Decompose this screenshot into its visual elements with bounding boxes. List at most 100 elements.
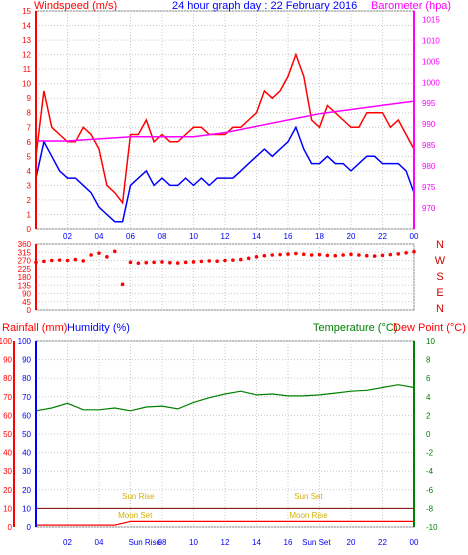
humidity-tick-label: 70 [22,393,31,402]
direction-point [152,260,156,265]
direction-point [333,253,338,258]
barometer-tick-label: 1000 [422,78,440,87]
moon-set-label: Moon Set [118,511,153,520]
temperature-tick-label: 6 [426,374,431,383]
windspeed-tick-label: 0 [27,225,32,234]
rainfall-tick-label: 30 [3,467,12,476]
rainfall-axis-label: Rainfall (mm) [2,322,67,334]
temp-series [35,384,415,526]
rainfall-tick-label: 40 [3,449,12,458]
direction-point [120,282,125,287]
dewpoint-axis-label: Dew Point (°C) [393,322,466,334]
temperature-tick-label: -6 [426,486,434,495]
temperature-tick-label: -8 [426,504,434,513]
barometer-line [36,100,415,142]
chart-title: 24 hour graph day : 22 February 2016 [172,0,357,12]
direction-point [364,253,369,258]
direction-tick-label: 0 [27,306,32,315]
wind-time-tick-label: 04 [95,232,104,241]
wind-time-tick-label: 12 [221,232,230,241]
temp-time-tick-label: 10 [189,538,198,547]
direction-point [144,260,149,265]
direction-tick-label: 225 [18,265,32,274]
direction-grid [36,243,415,311]
barometer-ticks: 970 975 980 985 990 995 1000 1005 1010 1015 [422,15,440,213]
windspeed-tick-label: 8 [27,109,32,118]
compass-label: N [436,303,444,315]
direction-point [349,252,353,257]
direction-point [128,260,133,265]
rainfall-tick-label: 90 [3,356,12,365]
direction-point [396,252,401,256]
rainfall-tick-label: 10 [3,504,12,513]
gust-line [35,52,415,205]
wind-time-tick-label: 06 [126,232,135,241]
windspeed-tick-label: 5 [27,152,32,161]
windspeed-tick-label: 12 [22,51,31,60]
windspeed-tick-label: 14 [22,22,31,31]
direction-point [168,260,172,265]
sun-rise-label: Sun Rise [122,492,155,501]
humidity-tick-label: 30 [22,467,31,476]
direction-point [309,253,314,257]
direction-point [270,253,275,257]
direction-point [301,252,306,257]
direction-point [278,252,282,257]
wind-time-ticks: 02 04 06 08 10 12 14 16 18 20 22 00 [63,232,419,241]
sun-moon-annotations: Sun Rise Sun Set Moon Set Moon Rise Sun Rise… [118,492,331,547]
compass-label: N [436,239,444,251]
direction-point [160,260,164,264]
barometer-tick-label: 1015 [422,15,440,24]
direction-point [404,251,408,255]
rainfall-tick-label: 100 [0,337,13,346]
sun-rise-marker: Sun Rise [128,538,161,547]
humidity-tick-label: 10 [22,504,31,513]
humidity-ticks: 0 0 10 10 20 20 30 30 40 40 50 50 60 60 70 70 80 80 90 90 10… [0,337,32,532]
temperature-humidity-panel: Rainfall (mm) Humidity (%) Temperature (… [0,322,466,547]
direction-point [286,252,290,256]
rainfall-tick-label: 20 [3,486,12,495]
temp-time-tick-label: 04 [95,538,104,547]
direction-tick-label: 360 [18,240,32,249]
compass-label: S [436,271,443,283]
temperature-tick-label: -4 [426,467,434,476]
direction-point [388,252,393,257]
wind-time-tick-label: 18 [315,232,324,241]
wind-time-tick-label: 08 [158,232,167,241]
direction-tick-label: 45 [22,298,31,307]
temperature-tick-label: -10 [426,523,438,532]
wind-time-tick-label: 20 [347,232,356,241]
humidity-tick-label: 40 [22,449,31,458]
temperature-ticks: 10 8 6 4 2 0 -2 -4 -6 -8 -10 [426,337,438,532]
wind-time-tick-label: 14 [252,232,261,241]
temp-time-tick-label: 20 [347,538,356,547]
temp-time-tick-label: 02 [63,538,72,547]
sun-set-label: Sun Set [294,492,323,501]
barometer-tick-label: 990 [422,120,436,129]
temperature-line [35,384,415,412]
direction-point [105,255,109,259]
wind-time-tick-label: 22 [378,232,387,241]
direction-tick-label: 270 [18,257,32,266]
humidity-axis-label: Humidity (%) [67,322,130,334]
direction-point [73,257,78,262]
temp-time-tick-label: 00 [410,538,419,547]
direction-point [317,252,322,257]
wind-series [35,52,415,223]
barometer-tick-label: 985 [422,141,436,150]
humidity-tick-label: 100 [18,337,32,346]
temperature-tick-label: 8 [426,356,431,365]
windspeed-tick-label: 13 [22,36,31,45]
windspeed-tick-label: 7 [27,123,32,132]
direction-tick-label: 180 [18,273,32,282]
humidity-tick-label: 80 [22,374,31,383]
direction-point [191,260,196,264]
barometer-axis-label: Barometer (hpa) [371,0,451,12]
temp-time-tick-label: 12 [221,538,230,547]
direction-point [412,249,416,254]
rainfall-tick-label: 70 [3,393,12,402]
direction-point [183,260,188,265]
wind-time-tick-label: 02 [63,232,72,241]
